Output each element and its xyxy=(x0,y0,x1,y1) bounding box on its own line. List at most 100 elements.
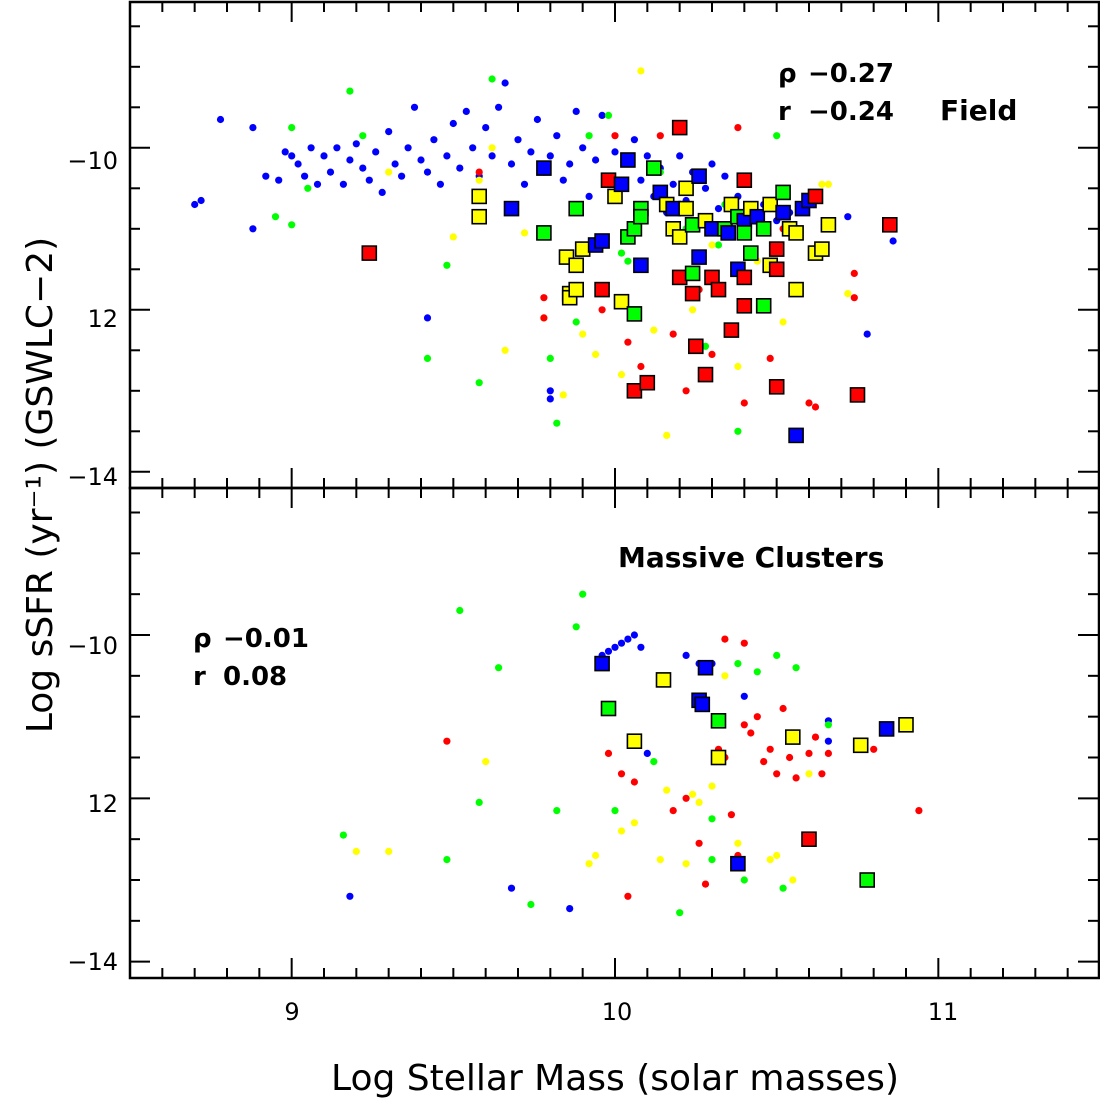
marker-box xyxy=(626,382,643,399)
blue-boxed-point xyxy=(665,200,682,217)
marker-fill xyxy=(757,222,771,236)
yellow-boxed-point xyxy=(626,733,643,750)
top-annotation-r: r −0.24 xyxy=(778,97,894,127)
red-point xyxy=(721,635,729,643)
marker-fill xyxy=(731,857,745,871)
blue-point xyxy=(592,156,600,164)
marker-box xyxy=(536,225,552,241)
blue-point xyxy=(249,225,257,233)
blue-point xyxy=(566,160,574,168)
marker-fill xyxy=(686,266,700,280)
marker-fill xyxy=(695,697,709,711)
red-point xyxy=(682,387,690,395)
red-point xyxy=(611,132,619,140)
marker-box xyxy=(503,200,520,217)
marker-box xyxy=(687,338,704,355)
marker-box xyxy=(736,172,753,188)
top-y-tick-label-minus10: −10 xyxy=(67,147,118,175)
yellow-boxed-point xyxy=(814,241,830,257)
marker-box xyxy=(558,249,575,265)
red-point xyxy=(792,774,800,782)
blue-point xyxy=(546,152,554,160)
marker-fill xyxy=(576,242,590,256)
green-point xyxy=(753,668,761,676)
red-point xyxy=(805,749,813,758)
marker-box xyxy=(568,200,585,217)
marker-box xyxy=(736,225,753,241)
yellow-boxed-point xyxy=(762,196,779,213)
yellow-point xyxy=(482,758,490,766)
marker-box xyxy=(568,281,585,298)
yellow-point xyxy=(656,856,664,864)
green-point xyxy=(792,664,800,672)
blue-point xyxy=(430,136,438,144)
marker-fill xyxy=(689,339,703,353)
marker-fill xyxy=(737,173,751,187)
marker-fill xyxy=(880,722,894,736)
red-point xyxy=(624,892,632,900)
red-point xyxy=(766,354,774,362)
marker-fill xyxy=(737,270,751,284)
marker-box xyxy=(742,245,759,261)
y-axis-title: Log sSFR (yr⁻¹) (GSWLC−2) xyxy=(20,237,61,733)
marker-fill xyxy=(789,283,803,297)
red-point xyxy=(630,778,639,786)
red-point xyxy=(540,294,548,302)
green-point xyxy=(708,815,716,823)
marker-box xyxy=(620,152,636,168)
yellow-boxed-point xyxy=(710,749,727,766)
marker-fill xyxy=(750,210,764,224)
red-point xyxy=(760,758,768,766)
marker-fill xyxy=(692,250,706,264)
yellow-boxed-point xyxy=(613,293,630,310)
red-point xyxy=(766,745,774,753)
yellow-boxed-point xyxy=(898,716,914,733)
red-boxed-point xyxy=(807,188,824,205)
red-point xyxy=(637,362,645,371)
blue-point xyxy=(824,737,833,745)
blue-boxed-point xyxy=(730,855,746,872)
marker-fill xyxy=(666,202,680,216)
marker-box xyxy=(613,293,630,310)
marker-fill xyxy=(686,218,700,232)
blue-boxed-point xyxy=(691,168,707,184)
green-boxed-point xyxy=(710,712,727,729)
blue-point xyxy=(553,132,561,140)
marker-box xyxy=(849,387,866,403)
marker-fill xyxy=(899,718,913,732)
green-point xyxy=(346,87,354,95)
marker-box xyxy=(678,180,694,197)
yellow-point xyxy=(695,798,703,807)
marker-fill xyxy=(809,189,822,203)
marker-fill xyxy=(627,384,641,398)
yellow-point xyxy=(663,431,671,439)
marker-box xyxy=(730,855,746,872)
marker-fill xyxy=(362,246,376,260)
yellow-point xyxy=(592,851,600,860)
marker-fill xyxy=(602,173,615,187)
blue-point xyxy=(676,152,684,160)
blue-point xyxy=(456,164,464,172)
axis-ticks xyxy=(130,2,1098,978)
marker-box xyxy=(594,655,610,672)
blue-boxed-point xyxy=(594,655,610,672)
red-point xyxy=(811,733,820,741)
rho-symbol: ρ xyxy=(778,59,797,89)
red-boxed-point xyxy=(626,382,643,399)
red-boxed-point xyxy=(849,387,866,403)
marker-fill xyxy=(757,299,771,313)
marker-box xyxy=(859,872,876,888)
green-point xyxy=(475,798,483,807)
yellow-point xyxy=(805,770,813,778)
red-boxed-point xyxy=(594,281,610,298)
marker-fill xyxy=(569,283,583,297)
marker-fill xyxy=(724,323,738,337)
blue-point xyxy=(288,152,296,160)
marker-box xyxy=(898,716,914,733)
blue-point xyxy=(417,156,425,164)
x-tick-label-11: 11 xyxy=(928,998,959,1026)
green-point xyxy=(624,257,632,265)
bottom-y-tick-label-minus10: −10 xyxy=(67,632,118,660)
yellow-point xyxy=(689,790,697,798)
marker-box xyxy=(852,737,869,754)
